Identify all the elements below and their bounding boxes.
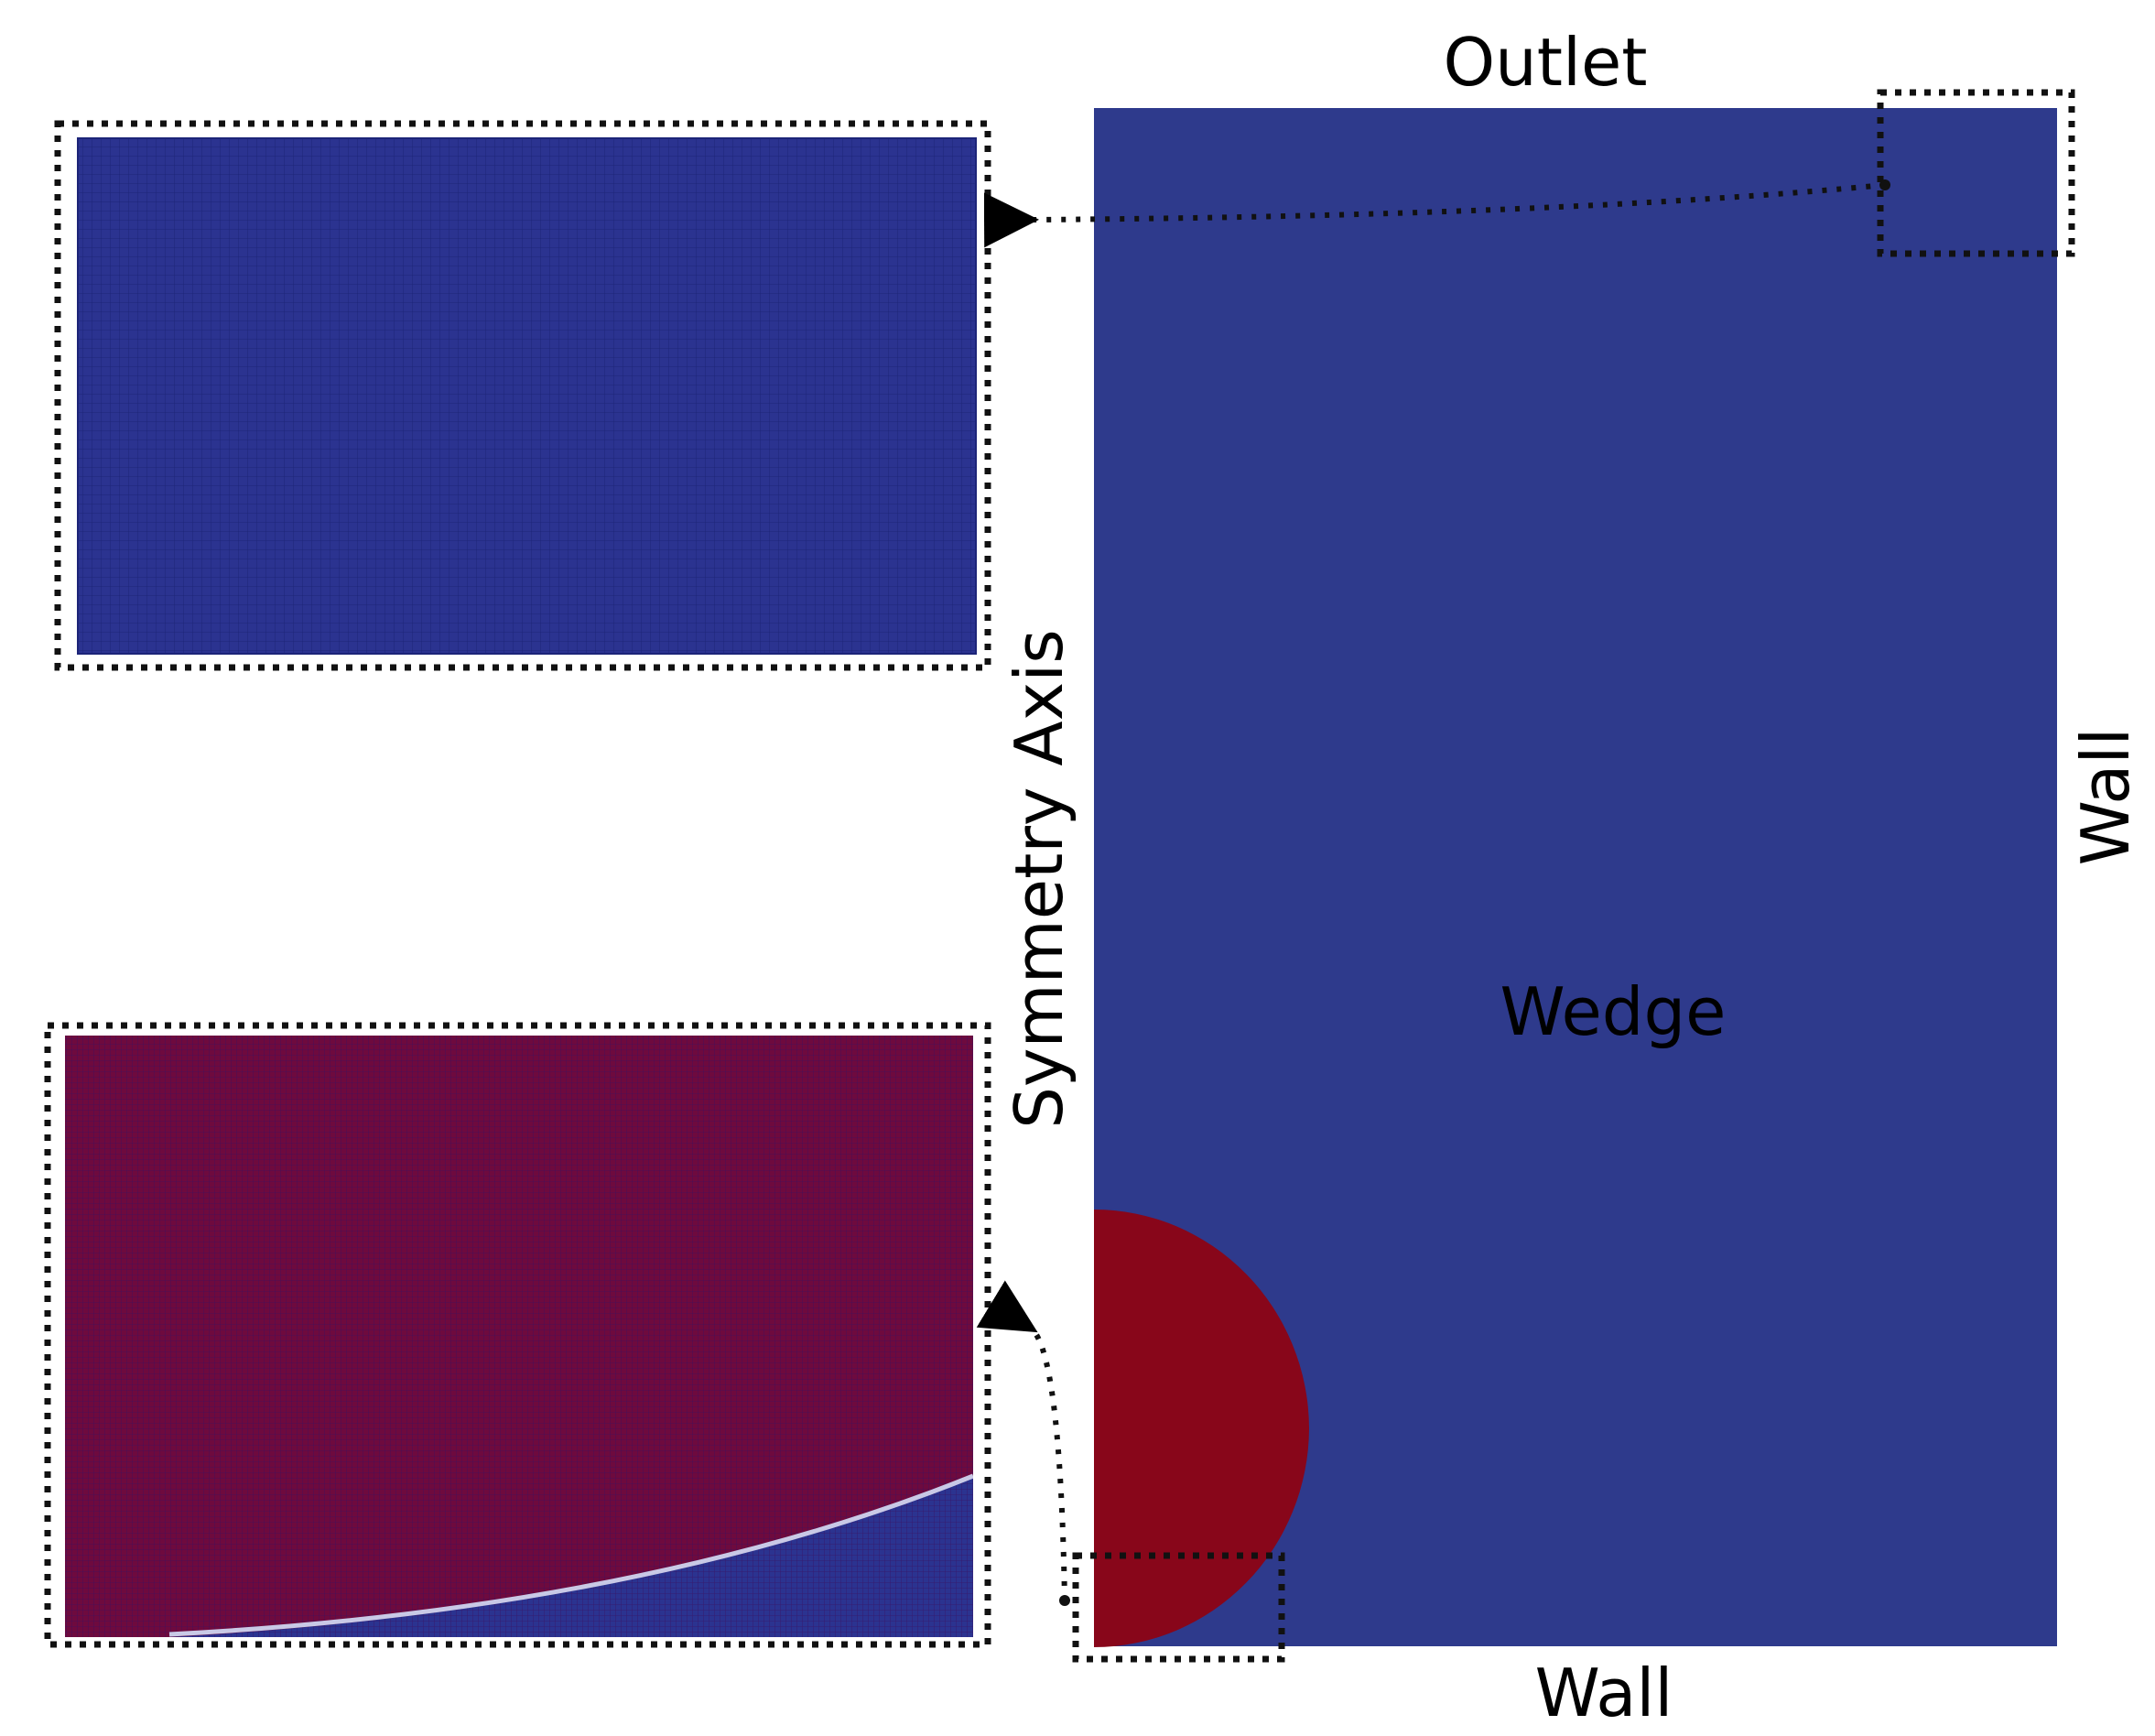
bubble-base-zoom-source xyxy=(1072,1552,1285,1663)
outlet-connector-arrow xyxy=(983,182,1886,248)
bubble-connector-dot xyxy=(1059,1595,1070,1606)
outlet-mesh-inset xyxy=(54,120,991,671)
outlet-inset-frame xyxy=(54,120,991,671)
computational-domain xyxy=(1094,108,2057,1647)
bottom-wall-label: Wall xyxy=(1535,1655,1673,1731)
bubble-interface-inset xyxy=(44,1022,991,1648)
wedge-label: Wedge xyxy=(1500,973,1727,1050)
bubble xyxy=(1094,1210,1309,1647)
bubble-connector-arrow xyxy=(976,1280,1067,1601)
symmetry-axis-label: Symmetry Axis xyxy=(1001,629,1078,1129)
interface-line xyxy=(168,1473,973,1637)
bubble-inset-frame xyxy=(44,1022,991,1648)
right-wall-label: Wall xyxy=(2067,728,2144,866)
outlet-connector-dot xyxy=(1879,179,1890,190)
outlet-label: Outlet xyxy=(1443,24,1647,101)
